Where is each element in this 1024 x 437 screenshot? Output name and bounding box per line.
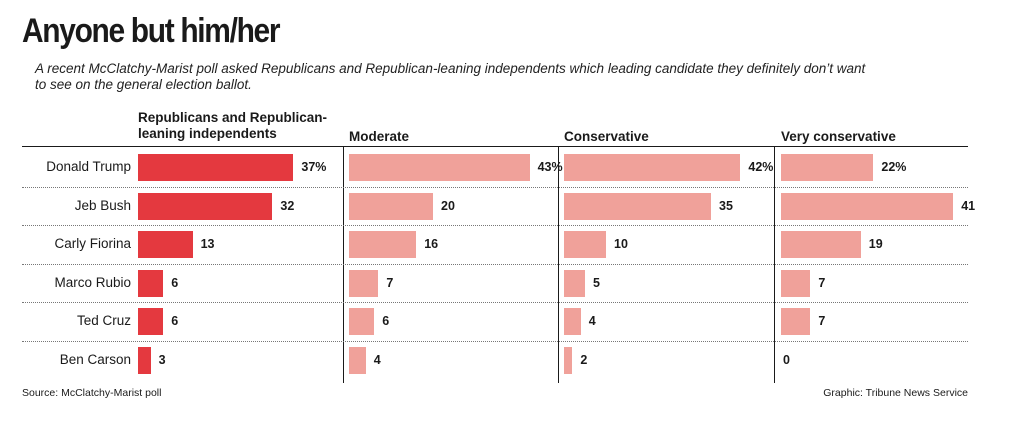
chart-title: Anyone but him/her	[22, 12, 280, 50]
row-label-marco-rubio: Marco Rubio	[54, 274, 131, 290]
row-label-jeb-bush: Jeb Bush	[74, 197, 131, 213]
value-label-ted-cruz-col2: 6	[382, 314, 390, 328]
bar-carly-fiorina-col3	[564, 231, 606, 258]
bar-donald-trump-col4	[781, 154, 874, 181]
bar-ben-carson-col1	[138, 346, 151, 374]
value-label-marco-rubio-col2: 7	[386, 275, 394, 290]
row-label-donald-trump: Donald Trump	[46, 159, 131, 174]
header-rule	[22, 146, 968, 147]
column-separator	[774, 146, 775, 383]
value-label-jeb-bush-col1: 32	[280, 198, 295, 213]
bar-donald-trump-col2	[349, 154, 530, 181]
row-divider	[22, 263, 968, 265]
row-label-ben-carson: Ben Carson	[59, 351, 131, 367]
bar-marco-rubio-col3	[564, 269, 585, 297]
column-header-conservative: Conservative	[564, 129, 649, 144]
value-label-ben-carson-col1: 3	[158, 352, 166, 367]
value-label-marco-rubio-col3: 5	[593, 275, 600, 290]
column-header-very-conservative: Very conservative	[781, 129, 896, 144]
column-separator	[343, 146, 344, 383]
value-label-jeb-bush-col4: 41	[961, 198, 976, 213]
column-separator	[558, 146, 559, 383]
row-label-ted-cruz: Ted Cruz	[76, 313, 131, 328]
value-label-jeb-bush-col3: 35	[719, 198, 733, 213]
bar-donald-trump-col1	[138, 154, 294, 181]
bar-jeb-bush-col4	[781, 192, 954, 220]
row-divider	[22, 340, 968, 342]
bar-ben-carson-col3	[564, 346, 573, 374]
bar-ted-cruz-col1	[138, 308, 164, 335]
value-label-donald-trump-col2: 43%	[537, 160, 563, 174]
column-header-republicans-and-republican-lea: Republicans and Republican-leaning indep…	[138, 110, 328, 141]
chart-subtitle: A recent McClatchy-Marist poll asked Rep…	[35, 61, 866, 92]
source-note: Source: McClatchy-Marist poll	[22, 387, 162, 399]
value-label-donald-trump-col4: 22%	[881, 160, 907, 174]
value-label-marco-rubio-col1: 6	[171, 275, 179, 290]
bar-carly-fiorina-col1	[138, 231, 193, 258]
row-divider	[22, 186, 968, 188]
value-label-ben-carson-col4: 0	[783, 352, 790, 367]
bar-ted-cruz-col4	[781, 308, 811, 335]
bar-donald-trump-col3	[564, 154, 741, 181]
value-label-ted-cruz-col1: 6	[171, 314, 179, 328]
value-label-donald-trump-col1: 37%	[301, 160, 327, 174]
bar-carly-fiorina-col4	[781, 231, 861, 258]
value-label-carly-fiorina-col1: 13	[200, 237, 215, 251]
value-label-marco-rubio-col4: 7	[818, 275, 826, 290]
graphic-credit: Graphic: Tribune News Service	[823, 387, 968, 399]
bar-ted-cruz-col3	[564, 308, 581, 335]
value-label-jeb-bush-col2: 20	[441, 198, 455, 213]
bar-marco-rubio-col2	[349, 269, 379, 297]
value-label-ben-carson-col3: 2	[580, 352, 588, 367]
bar-marco-rubio-col4	[781, 269, 811, 297]
value-label-carly-fiorina-col4: 19	[868, 237, 883, 251]
bar-jeb-bush-col1	[138, 192, 273, 220]
value-label-ted-cruz-col3: 4	[588, 314, 596, 328]
bar-marco-rubio-col1	[138, 269, 164, 297]
value-label-ted-cruz-col4: 7	[818, 314, 826, 328]
bar-carly-fiorina-col2	[349, 231, 417, 258]
value-label-ben-carson-col2: 4	[373, 352, 381, 367]
bar-jeb-bush-col3	[564, 192, 711, 220]
bar-ted-cruz-col2	[349, 308, 375, 335]
value-label-carly-fiorina-col3: 10	[614, 237, 628, 251]
bar-jeb-bush-col2	[349, 192, 433, 220]
bar-ben-carson-col2	[349, 346, 366, 374]
row-label-carly-fiorina: Carly Fiorina	[54, 236, 131, 251]
value-label-donald-trump-col3: 42%	[748, 160, 774, 174]
value-label-carly-fiorina-col2: 16	[424, 237, 439, 251]
row-divider	[22, 225, 968, 226]
column-header-moderate: Moderate	[349, 129, 410, 144]
row-divider	[22, 302, 968, 303]
